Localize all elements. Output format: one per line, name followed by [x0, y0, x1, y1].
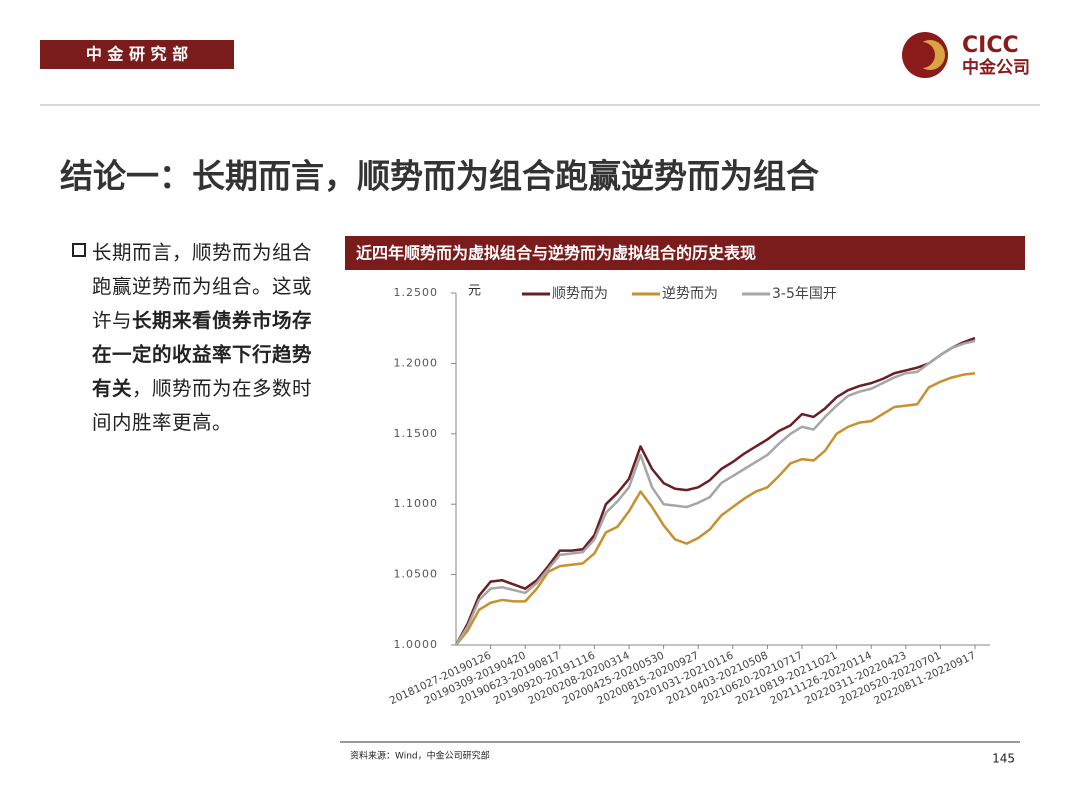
page-number: 145: [992, 752, 1015, 766]
bullet-segment: 长期来看债券市场存在一定的收益率下行趋势有关: [92, 309, 313, 400]
header-box: [40, 40, 234, 69]
source: 资料来源：Wind，中金公司研究部: [350, 750, 490, 762]
legend-label: 逆势而为: [662, 286, 718, 302]
logo-cn: 中金公司: [962, 57, 1030, 78]
y-tick-label: 1.1000: [394, 497, 439, 510]
y-tick-label: 1.1500: [394, 427, 439, 440]
y-tick-label: 1.2500: [394, 286, 439, 299]
department: 中 金 研 究 部: [86, 45, 188, 64]
legend-label: 3-5年国开: [772, 286, 837, 302]
series-line: [454, 339, 976, 646]
y-tick-label: 1.0500: [394, 568, 439, 581]
bullet-icon: [72, 243, 86, 257]
logo-en: CICC: [962, 33, 1019, 58]
bullet: 长期而言，顺势而为组合跑赢逆势而为组合。这或许与长期来看债券市场存在一定的收益率…: [72, 236, 330, 440]
bullet-text: 长期而言，顺势而为组合跑赢逆势而为组合。这或许与长期来看债券市场存在一定的收益率…: [72, 236, 330, 440]
bullet-segment: ，顺势而为在多数时间内胜率更高。: [92, 377, 313, 434]
chart-title: 近四年顺势而为虚拟组合与逆势而为虚拟组合的历史表现: [356, 244, 756, 263]
series-line: [454, 336, 976, 646]
series-line: [455, 372, 976, 646]
chart-title-bar: [345, 236, 1025, 270]
bullet-segment: 长期而言，顺势而为组合跑赢逆势而为组合。这或许与: [92, 241, 313, 332]
y-axis-unit: 元: [468, 284, 481, 299]
legend-label: 顺势而为: [552, 286, 608, 302]
y-tick-label: 1.2000: [394, 356, 439, 369]
logo-mark: [909, 42, 935, 68]
slide-title: 结论一：长期而言，顺势而为组合跑赢逆势而为组合: [60, 157, 819, 196]
y-tick-label: 1.0000: [394, 638, 439, 651]
